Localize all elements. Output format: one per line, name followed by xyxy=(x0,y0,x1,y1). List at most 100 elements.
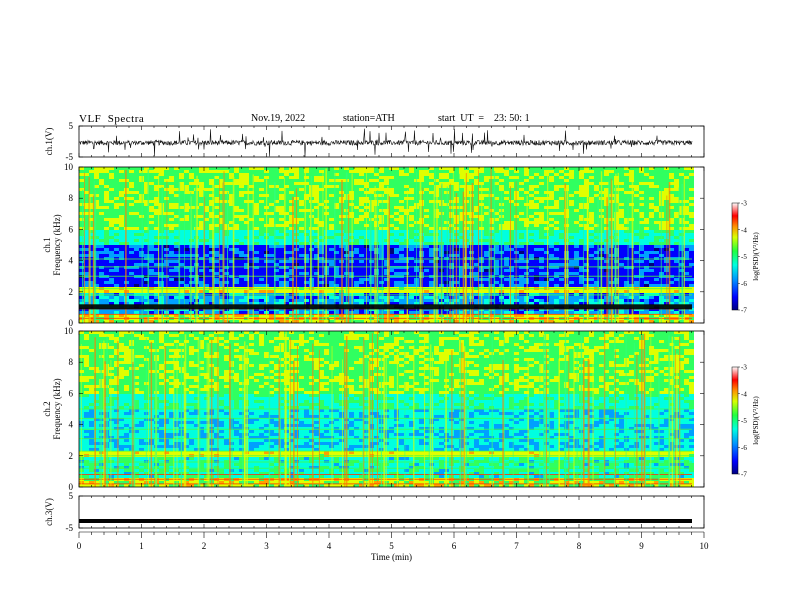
spectrogram-cell xyxy=(684,203,689,206)
spectrogram-cell xyxy=(524,185,529,188)
spectrogram-cell xyxy=(669,248,674,251)
spectrogram-cell xyxy=(159,260,164,263)
spectrogram-cell xyxy=(314,236,319,239)
spectrogram-cell xyxy=(584,257,589,260)
spectrogram-cell xyxy=(389,221,394,224)
spectrogram-cell xyxy=(149,278,154,281)
spectrogram-cell xyxy=(224,215,229,218)
spectrogram-cell xyxy=(679,245,684,248)
spectrogram-cell xyxy=(474,257,479,260)
spectrogram-cell xyxy=(214,251,219,254)
spectrogram-cell xyxy=(239,269,244,272)
spectrogram-cell xyxy=(199,254,204,257)
spectrogram-cell xyxy=(354,176,359,179)
spectrogram-cell xyxy=(99,188,104,191)
spectrogram-cell xyxy=(104,197,109,200)
spectrogram-cell xyxy=(534,173,539,176)
spectrogram-cell xyxy=(539,212,544,215)
spectrogram-cell xyxy=(454,173,459,176)
spectrogram-cell xyxy=(269,170,274,173)
spectrogram-cell xyxy=(459,266,464,269)
spectrogram-cell xyxy=(614,179,619,182)
spectrogram-cell xyxy=(179,278,184,281)
spectrogram-cell xyxy=(624,218,629,221)
spectrogram-cell xyxy=(559,230,564,233)
spectrogram-cell xyxy=(679,197,684,200)
spectrogram-cell xyxy=(589,173,594,176)
spectrogram-cell xyxy=(204,176,209,179)
spectrogram-cell xyxy=(569,248,574,251)
spectrogram-cell xyxy=(644,215,649,218)
spectrogram-cell xyxy=(564,203,569,206)
spectrogram-cell xyxy=(254,230,259,233)
spectrogram-cell xyxy=(99,242,104,245)
spectrogram-cell xyxy=(89,260,94,263)
spectrogram-cell xyxy=(394,167,399,170)
spectrogram-cell xyxy=(384,257,389,260)
spectrogram-cell xyxy=(139,185,144,188)
spectrogram-cell xyxy=(159,212,164,215)
spectrogram-cell xyxy=(169,278,174,281)
spectrogram-cell xyxy=(99,212,104,215)
spectrogram-cell xyxy=(494,194,499,197)
spectrogram-cell xyxy=(439,173,444,176)
spectrogram-cell xyxy=(459,224,464,227)
spectrogram-cell xyxy=(164,203,169,206)
spectrogram-cell xyxy=(349,230,354,233)
spectrogram-cell xyxy=(84,194,89,197)
spectrogram-cell xyxy=(544,239,549,242)
spectrogram-cell xyxy=(459,179,464,182)
spectrogram-cell xyxy=(269,197,274,200)
spectrogram-cell xyxy=(584,236,589,239)
spectrogram-cell xyxy=(404,281,409,284)
spectrogram-cell xyxy=(274,221,279,224)
spectrogram-cell xyxy=(384,173,389,176)
spectrogram-cell xyxy=(389,233,394,236)
spectrogram-cell xyxy=(129,245,134,248)
spectrogram-cell xyxy=(199,236,204,239)
spectrogram-cell xyxy=(559,242,564,245)
spectrogram-cell xyxy=(114,251,119,254)
spectrogram-cell xyxy=(384,188,389,191)
spectrogram-cell xyxy=(559,185,564,188)
spectrogram-cell xyxy=(644,224,649,227)
spectrogram-cell xyxy=(644,254,649,257)
spectrogram-cell xyxy=(549,233,554,236)
spectrogram-cell xyxy=(109,269,114,272)
spectrogram-cell xyxy=(174,209,179,212)
spectrogram-cell xyxy=(134,218,139,221)
spectrogram-cell xyxy=(279,215,284,218)
spectrogram-cell xyxy=(479,182,484,185)
spectrogram-cell xyxy=(174,191,179,194)
spectrogram-cell xyxy=(174,266,179,269)
spectrogram-cell xyxy=(254,194,259,197)
spectrogram-cell xyxy=(149,269,154,272)
spectrogram-cell xyxy=(79,182,84,185)
spectrogram-cell xyxy=(474,245,479,248)
spectrogram-cell xyxy=(224,209,229,212)
spectrogram-cell xyxy=(89,254,94,257)
spectrogram-cell xyxy=(589,263,594,266)
spectrogram-cell xyxy=(404,230,409,233)
spectrogram-cell xyxy=(384,200,389,203)
spectrogram-cell xyxy=(379,167,384,170)
spectrogram-cell xyxy=(89,239,94,242)
spectrogram-cell xyxy=(99,269,104,272)
spectrogram-cell xyxy=(259,266,264,269)
spectrogram-cell xyxy=(304,167,309,170)
spectrogram-cell xyxy=(404,254,409,257)
spectrogram-cell xyxy=(559,272,564,275)
spectrogram-cell xyxy=(644,278,649,281)
spectrogram-cell xyxy=(169,260,174,263)
spectrogram-cell xyxy=(564,257,569,260)
spectrogram-cell xyxy=(554,206,559,209)
spectrogram-cell xyxy=(329,173,334,176)
spectrogram-cell xyxy=(269,188,274,191)
spectrogram-cell xyxy=(579,278,584,281)
spectrogram-cell xyxy=(484,221,489,224)
spectrogram-cell xyxy=(129,239,134,242)
spectrogram-cell xyxy=(164,269,169,272)
spectrogram-cell xyxy=(549,254,554,257)
spectrogram-cell xyxy=(389,215,394,218)
spectrogram-cell xyxy=(459,284,464,287)
